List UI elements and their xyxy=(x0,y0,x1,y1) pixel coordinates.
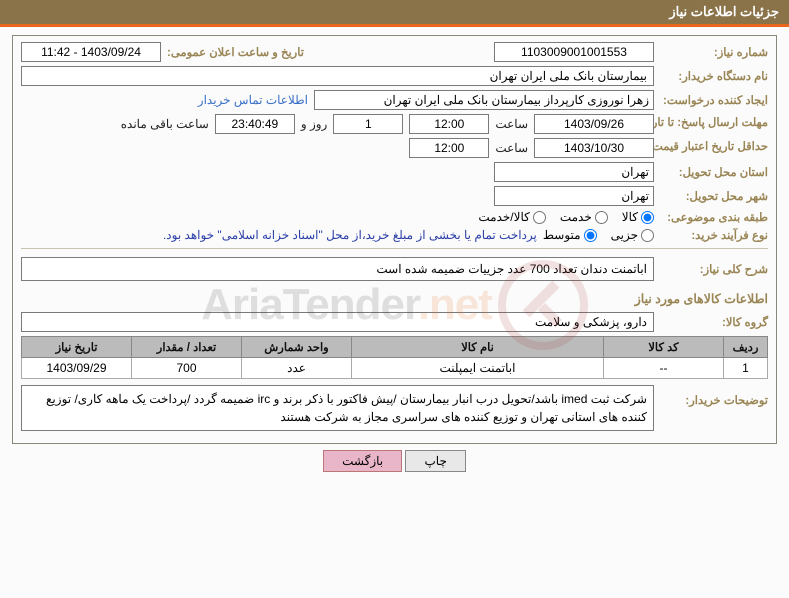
accent-divider xyxy=(0,24,789,27)
col-name: نام کالا xyxy=(352,337,604,358)
field-price-time[interactable] xyxy=(409,138,489,158)
row-buyer-notes: توضیحات خریدار: شرکت ثبت imed باشد/تحویل… xyxy=(21,385,768,431)
row-price-validity: حداقل تاریخ اعتبار قیمت: تا تاریخ: ساعت xyxy=(21,138,768,158)
radio-purchase-minor[interactable]: جزیی xyxy=(611,228,654,242)
section-title-goods: اطلاعات کالاهای مورد نیاز xyxy=(21,291,768,306)
field-reply-date[interactable] xyxy=(534,114,654,134)
row-subject-class: طبقه بندی موضوعی: کالا خدمت کالا/خدمت xyxy=(21,210,768,224)
table-row: 1 -- اباتمنت ایمپلنت عدد 700 1403/09/29 xyxy=(22,358,768,379)
field-province[interactable] xyxy=(494,162,654,182)
purchase-note: پرداخت تمام یا بخشی از مبلغ خرید،از محل … xyxy=(163,228,537,242)
radio-subject-both[interactable]: کالا/خدمت xyxy=(478,210,545,224)
col-date: تاریخ نیاز xyxy=(22,337,132,358)
row-goods-group: گروه کالا: xyxy=(21,312,768,332)
label-summary: شرح کلی نیاز: xyxy=(660,262,768,276)
row-purchase-type: نوع فرآیند خرید: جزیی متوسط پرداخت تمام … xyxy=(21,228,768,242)
row-province: استان محل تحویل: xyxy=(21,162,768,182)
col-qty: تعداد / مقدار xyxy=(132,337,242,358)
field-reply-remaining[interactable] xyxy=(215,114,295,134)
cell-name: اباتمنت ایمپلنت xyxy=(352,358,604,379)
radio-purchase-medium[interactable]: متوسط xyxy=(543,228,597,242)
radio-subject-goods[interactable]: کالا xyxy=(622,210,654,224)
row-summary: شرح کلی نیاز: xyxy=(21,257,768,281)
field-city[interactable] xyxy=(494,186,654,206)
label-reply-deadline: مهلت ارسال پاسخ: تا تاریخ: xyxy=(660,117,768,131)
radio-label-goods: کالا xyxy=(622,210,638,224)
label-subject-class: طبقه بندی موضوعی: xyxy=(660,210,768,224)
cell-qty: 700 xyxy=(132,358,242,379)
field-buyer-notes[interactable]: شرکت ثبت imed باشد/تحویل درب انبار بیمار… xyxy=(21,385,654,431)
radio-label-both: کالا/خدمت xyxy=(478,210,529,224)
label-need-number: شماره نیاز: xyxy=(660,45,768,59)
field-announce-date[interactable] xyxy=(21,42,161,62)
main-form-panel: شماره نیاز: تاریخ و ساعت اعلان عمومی: نا… xyxy=(12,35,777,444)
label-price-validity: حداقل تاریخ اعتبار قیمت: تا تاریخ: xyxy=(660,141,768,155)
table-header-row: ردیف کد کالا نام کالا واحد شمارش تعداد /… xyxy=(22,337,768,358)
row-need-number: شماره نیاز: تاریخ و ساعت اعلان عمومی: xyxy=(21,42,768,62)
cell-code: -- xyxy=(604,358,724,379)
radio-input-both[interactable] xyxy=(533,211,546,224)
label-price-time: ساعت xyxy=(495,141,528,155)
print-button[interactable]: چاپ xyxy=(405,450,465,472)
row-reply-deadline: مهلت ارسال پاسخ: تا تاریخ: ساعت روز و سا… xyxy=(21,114,768,134)
col-row-num: ردیف xyxy=(724,337,768,358)
radio-group-purchase: جزیی متوسط xyxy=(543,228,654,242)
label-announce-date: تاریخ و ساعت اعلان عمومی: xyxy=(167,45,304,59)
page-title: جزئیات اطلاعات نیاز xyxy=(669,4,779,19)
field-summary[interactable] xyxy=(21,257,654,281)
radio-label-service: خدمت xyxy=(560,210,592,224)
page-header: جزئیات اطلاعات نیاز xyxy=(0,0,789,24)
radio-label-minor: جزیی xyxy=(611,228,638,242)
field-reply-time[interactable] xyxy=(409,114,489,134)
row-city: شهر محل تحویل: xyxy=(21,186,768,206)
col-code: کد کالا xyxy=(604,337,724,358)
field-need-number[interactable] xyxy=(494,42,654,62)
radio-subject-service[interactable]: خدمت xyxy=(560,210,608,224)
label-province: استان محل تحویل: xyxy=(660,165,768,179)
divider-1 xyxy=(21,248,768,249)
goods-table: ردیف کد کالا نام کالا واحد شمارش تعداد /… xyxy=(21,336,768,379)
radio-label-medium: متوسط xyxy=(543,228,581,242)
radio-input-minor[interactable] xyxy=(641,229,654,242)
label-buyer-org: نام دستگاه خریدار: xyxy=(660,69,768,83)
label-purchase-type: نوع فرآیند خرید: xyxy=(660,228,768,242)
field-reply-days[interactable] xyxy=(333,114,403,134)
field-buyer-org[interactable] xyxy=(21,66,654,86)
label-buyer-notes: توضیحات خریدار: xyxy=(660,385,768,407)
col-unit: واحد شمارش xyxy=(242,337,352,358)
row-requester: ایجاد کننده درخواست: اطلاعات تماس خریدار xyxy=(21,90,768,110)
cell-date: 1403/09/29 xyxy=(22,358,132,379)
field-price-date[interactable] xyxy=(534,138,654,158)
field-requester[interactable] xyxy=(314,90,654,110)
radio-input-goods[interactable] xyxy=(641,211,654,224)
label-requester: ایجاد کننده درخواست: xyxy=(660,93,768,107)
label-days-suffix: روز و xyxy=(301,117,328,131)
radio-input-service[interactable] xyxy=(595,211,608,224)
cell-row-num: 1 xyxy=(724,358,768,379)
row-buyer-org: نام دستگاه خریدار: xyxy=(21,66,768,86)
link-buyer-contact[interactable]: اطلاعات تماس خریدار xyxy=(198,93,308,107)
radio-input-medium[interactable] xyxy=(584,229,597,242)
label-reply-time: ساعت xyxy=(495,117,528,131)
label-goods-group: گروه کالا: xyxy=(660,315,768,329)
button-row: چاپ بازگشت xyxy=(0,450,789,472)
label-city: شهر محل تحویل: xyxy=(660,189,768,203)
label-remaining-suffix: ساعت باقی مانده xyxy=(121,117,209,131)
back-button[interactable]: بازگشت xyxy=(323,450,402,472)
field-goods-group[interactable] xyxy=(21,312,654,332)
cell-unit: عدد xyxy=(242,358,352,379)
radio-group-subject: کالا خدمت کالا/خدمت xyxy=(478,210,654,224)
